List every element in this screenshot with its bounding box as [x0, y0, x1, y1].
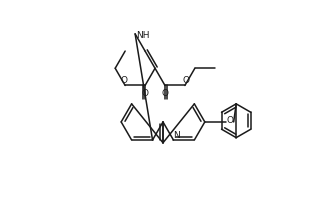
Text: NH: NH	[136, 31, 150, 40]
Text: O: O	[161, 89, 168, 98]
Text: O: O	[226, 116, 233, 126]
Text: O: O	[121, 76, 128, 85]
Text: O: O	[142, 89, 148, 98]
Text: N: N	[173, 131, 180, 139]
Text: O: O	[182, 76, 189, 85]
